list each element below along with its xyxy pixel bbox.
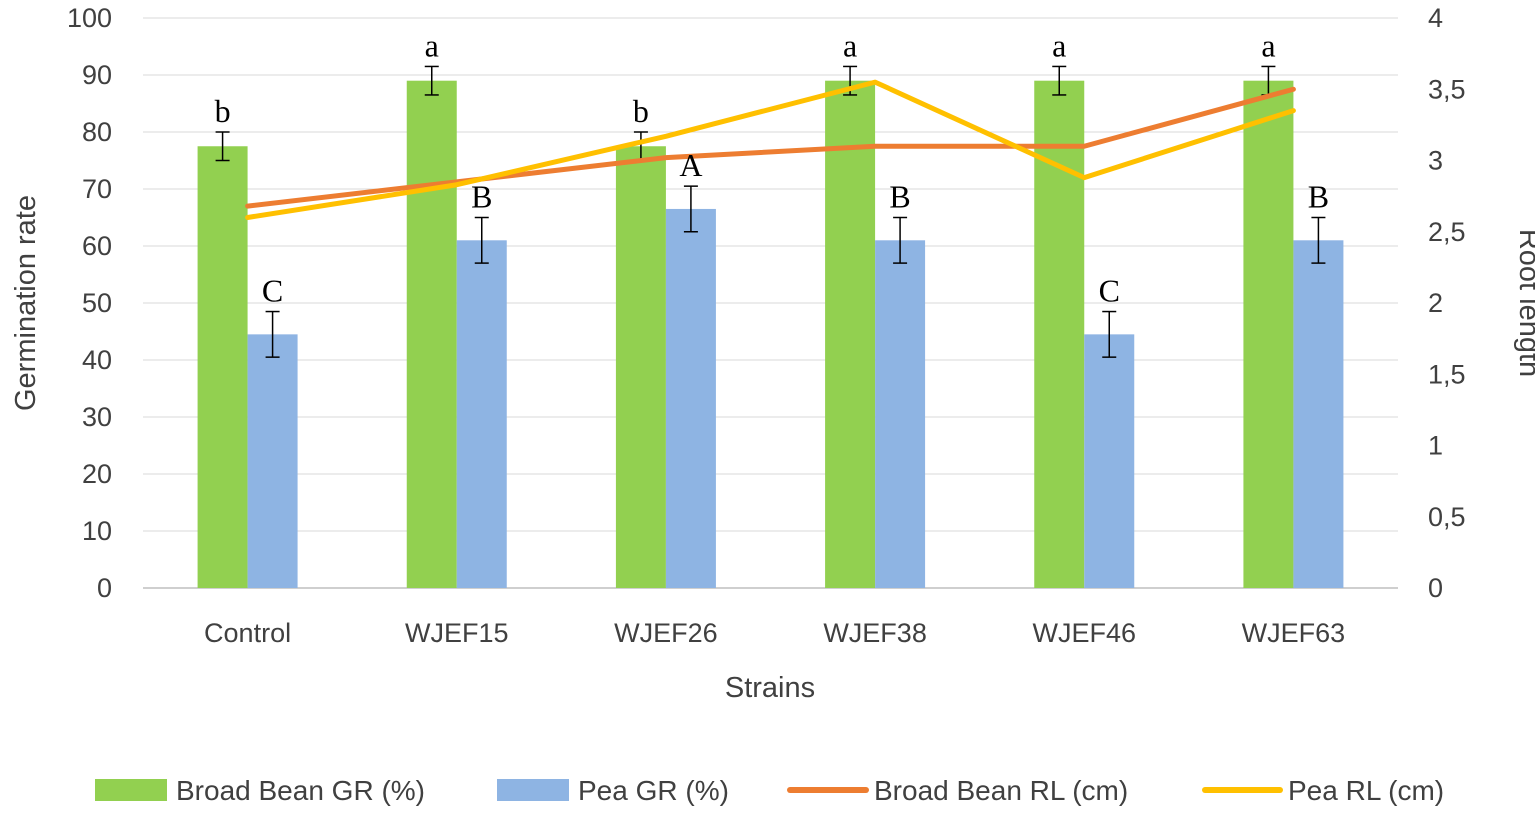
x-tick-label: WJEF63: [1242, 618, 1346, 648]
left-axis: 0 10 20 30 40 50 60 70 80 90 100: [67, 3, 112, 603]
bar: [825, 80, 876, 588]
y-tick-label: 50: [82, 288, 112, 318]
legend-swatch-pea-gr: [497, 779, 569, 801]
significance-letter: C: [262, 273, 283, 309]
y-tick-label: 70: [82, 174, 112, 204]
y-tick-label: 60: [82, 231, 112, 261]
significance-letter: B: [889, 179, 910, 215]
bar: [615, 146, 666, 588]
significance-letter: b: [633, 93, 649, 129]
right-axis: 0 0,5 1 1,5 2 2,5 3 3,5 4: [1428, 3, 1466, 603]
legend-label-broad-bean-gr: Broad Bean GR (%): [176, 775, 425, 806]
gridlines: [143, 17, 1398, 589]
y2-tick-label: 3: [1428, 146, 1443, 176]
y2-tick-label: 0,5: [1428, 502, 1466, 532]
bar: [406, 80, 457, 588]
y-tick-label: 40: [82, 345, 112, 375]
legend-swatch-broad-bean-gr: [95, 779, 167, 801]
x-tick-label: WJEF15: [405, 618, 509, 648]
bar: [1293, 240, 1344, 589]
y-tick-label: 100: [67, 3, 112, 33]
bar: [875, 240, 926, 589]
y2-tick-label: 0: [1428, 573, 1443, 603]
bar: [197, 146, 248, 588]
x-tick-label: Control: [204, 618, 291, 648]
y2-tick-label: 1: [1428, 431, 1443, 461]
y-tick-label: 90: [82, 60, 112, 90]
legend-label-pea-rl: Pea RL (cm): [1288, 775, 1444, 806]
significance-letter: B: [471, 179, 492, 215]
significance-letter: a: [1052, 27, 1066, 63]
series-line: [245, 86, 1296, 209]
x-tick-label: WJEF38: [823, 618, 927, 648]
legend-label-broad-bean-rl: Broad Bean RL (cm): [874, 775, 1128, 806]
significance-letter: A: [679, 147, 702, 183]
significance-letters: b a b a a a C B A B C B: [215, 27, 1330, 308]
significance-letter: a: [425, 27, 439, 63]
y-tick-label: 80: [82, 117, 112, 147]
y2-axis-title: Root length: [1513, 229, 1535, 377]
legend-label-pea-gr: Pea GR (%): [578, 775, 729, 806]
y-tick-label: 30: [82, 402, 112, 432]
bar: [456, 240, 507, 589]
bars: [197, 80, 1344, 589]
y2-tick-label: 3,5: [1428, 74, 1466, 104]
series-line: [245, 79, 1296, 220]
x-tick-label: WJEF46: [1032, 618, 1136, 648]
bar: [247, 334, 298, 588]
y2-tick-label: 4: [1428, 3, 1443, 33]
x-axis: Control WJEF15 WJEF26 WJEF38 WJEF46 WJEF63: [204, 618, 1345, 648]
bar: [1084, 334, 1135, 588]
y2-tick-label: 1,5: [1428, 359, 1466, 389]
significance-letter: B: [1308, 179, 1329, 215]
y-tick-label: 20: [82, 459, 112, 489]
x-tick-label: WJEF26: [614, 618, 718, 648]
legend: Broad Bean GR (%) Pea GR (%) Broad Bean …: [95, 775, 1444, 806]
line-series: [245, 79, 1296, 220]
significance-letter: a: [1261, 27, 1275, 63]
x-axis-title: Strains: [725, 672, 815, 704]
y-tick-label: 0: [97, 573, 112, 603]
significance-letter: C: [1099, 273, 1120, 309]
y2-tick-label: 2: [1428, 288, 1443, 318]
bar: [1243, 80, 1294, 588]
y-axis-title: Germination rate: [10, 195, 42, 411]
significance-letter: b: [215, 93, 231, 129]
bar: [665, 208, 716, 588]
significance-letter: a: [843, 27, 857, 63]
y-tick-label: 10: [82, 516, 112, 546]
y2-tick-label: 2,5: [1428, 217, 1466, 247]
